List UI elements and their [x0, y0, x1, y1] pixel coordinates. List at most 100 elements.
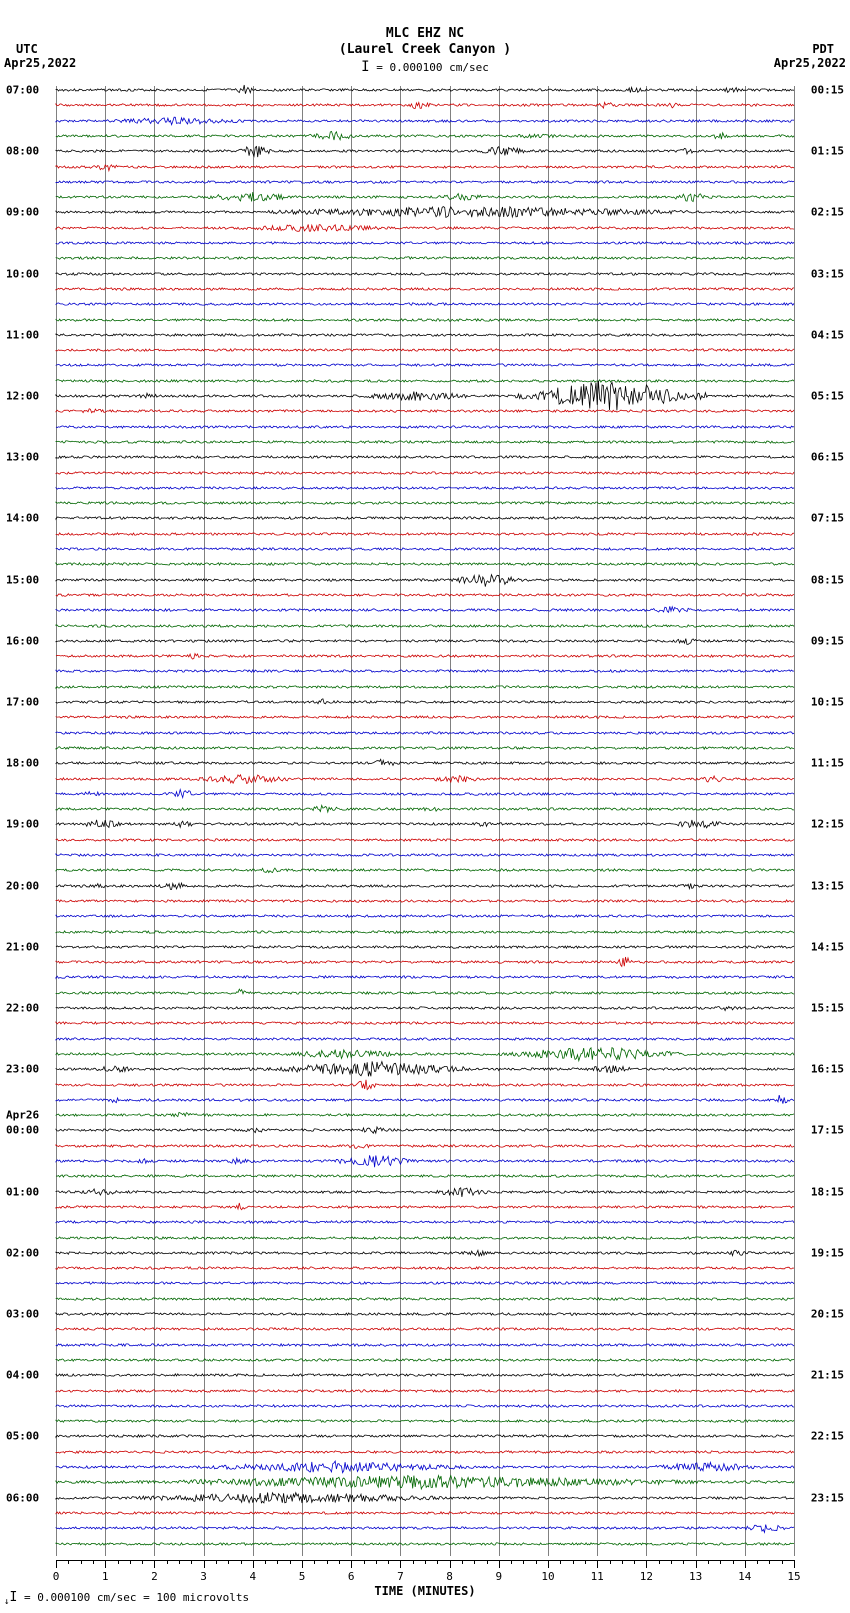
x-tick-minor: [733, 1560, 734, 1564]
time-label-pdt: 09:15: [811, 634, 844, 647]
time-label-pdt: 21:15: [811, 1369, 844, 1382]
x-tick-minor: [93, 1560, 94, 1564]
time-label-pdt: 13:15: [811, 879, 844, 892]
x-tick-label: 14: [738, 1570, 751, 1583]
time-label-utc: 19:00: [6, 818, 39, 831]
x-tick-minor: [536, 1560, 537, 1564]
x-tick-label: 10: [541, 1570, 554, 1583]
station-location: (Laurel Creek Canyon ): [0, 42, 850, 58]
time-label-utc: 04:00: [6, 1369, 39, 1382]
x-tick-minor: [671, 1560, 672, 1564]
x-tick-minor: [265, 1560, 266, 1564]
time-label-pdt: 14:15: [811, 940, 844, 953]
x-tick-minor: [376, 1560, 377, 1564]
time-label-utc: 05:00: [6, 1430, 39, 1443]
x-tick-minor: [413, 1560, 414, 1564]
time-label-utc: 00:00: [6, 1124, 39, 1137]
seismic-trace: [56, 1544, 794, 1545]
time-label-utc: 23:00: [6, 1063, 39, 1076]
time-label-pdt: 04:15: [811, 328, 844, 341]
x-tick-minor: [610, 1560, 611, 1564]
x-tick-minor: [437, 1560, 438, 1564]
x-tick-minor: [757, 1560, 758, 1564]
x-tick-minor: [167, 1560, 168, 1564]
time-label-pdt: 03:15: [811, 267, 844, 280]
time-label-pdt: 18:15: [811, 1185, 844, 1198]
time-label-utc: 10:00: [6, 267, 39, 280]
day-break-label: Apr26: [6, 1109, 39, 1122]
timezone-left: UTC: [16, 42, 38, 56]
time-label-pdt: 10:15: [811, 696, 844, 709]
time-label-pdt: 02:15: [811, 206, 844, 219]
time-label-utc: 16:00: [6, 634, 39, 647]
x-tick: [745, 1560, 746, 1568]
time-label-utc: 07:00: [6, 84, 39, 97]
x-tick-minor: [228, 1560, 229, 1564]
plot-area: [56, 86, 794, 1556]
time-label-pdt: 08:15: [811, 573, 844, 586]
time-label-utc: 12:00: [6, 390, 39, 403]
time-label-utc: 02:00: [6, 1246, 39, 1259]
grid-vertical: [794, 86, 795, 1556]
time-label-pdt: 00:15: [811, 84, 844, 97]
x-tick-minor: [634, 1560, 635, 1564]
x-tick: [351, 1560, 352, 1568]
x-tick-minor: [277, 1560, 278, 1564]
x-tick: [696, 1560, 697, 1568]
x-tick: [154, 1560, 155, 1568]
time-label-utc: 22:00: [6, 1002, 39, 1015]
x-tick-minor: [68, 1560, 69, 1564]
x-tick-minor: [364, 1560, 365, 1564]
x-tick: [105, 1560, 106, 1568]
x-tick: [597, 1560, 598, 1568]
x-tick: [56, 1560, 57, 1568]
x-tick-label: 13: [689, 1570, 702, 1583]
x-tick-label: 1: [102, 1570, 109, 1583]
x-tick-minor: [142, 1560, 143, 1564]
x-tick-minor: [241, 1560, 242, 1564]
x-tick-label: 12: [640, 1570, 653, 1583]
x-tick-minor: [782, 1560, 783, 1564]
date-right: Apr25,2022: [774, 56, 846, 70]
x-tick-label: 0: [53, 1570, 60, 1583]
x-tick-label: 8: [446, 1570, 453, 1583]
x-tick-minor: [179, 1560, 180, 1564]
x-tick: [499, 1560, 500, 1568]
x-tick: [302, 1560, 303, 1568]
x-tick: [794, 1560, 795, 1568]
x-tick-minor: [327, 1560, 328, 1564]
x-tick-minor: [585, 1560, 586, 1564]
x-tick-minor: [769, 1560, 770, 1564]
time-label-pdt: 06:15: [811, 451, 844, 464]
time-label-utc: 09:00: [6, 206, 39, 219]
x-tick-minor: [130, 1560, 131, 1564]
time-label-utc: 01:00: [6, 1185, 39, 1198]
x-tick: [253, 1560, 254, 1568]
time-label-utc: 18:00: [6, 757, 39, 770]
x-tick-minor: [487, 1560, 488, 1564]
time-label-utc: 20:00: [6, 879, 39, 892]
time-label-pdt: 15:15: [811, 1002, 844, 1015]
time-label-pdt: 16:15: [811, 1063, 844, 1076]
header: MLC EHZ NC (Laurel Creek Canyon ) I = 0.…: [0, 0, 850, 76]
time-label-utc: 17:00: [6, 696, 39, 709]
time-label-utc: 13:00: [6, 451, 39, 464]
time-label-utc: 21:00: [6, 940, 39, 953]
x-tick-minor: [560, 1560, 561, 1564]
x-tick-label: 4: [249, 1570, 256, 1583]
time-label-utc: 08:00: [6, 145, 39, 158]
x-tick-minor: [290, 1560, 291, 1564]
time-label-utc: 06:00: [6, 1491, 39, 1504]
x-tick-minor: [462, 1560, 463, 1564]
x-tick-label: 15: [787, 1570, 800, 1583]
time-label-pdt: 23:15: [811, 1491, 844, 1504]
x-tick: [400, 1560, 401, 1568]
time-label-utc: 14:00: [6, 512, 39, 525]
time-label-pdt: 17:15: [811, 1124, 844, 1137]
time-label-pdt: 22:15: [811, 1430, 844, 1443]
time-label-pdt: 07:15: [811, 512, 844, 525]
x-tick-minor: [216, 1560, 217, 1564]
time-label-pdt: 05:15: [811, 390, 844, 403]
time-label-pdt: 20:15: [811, 1308, 844, 1321]
x-tick-minor: [81, 1560, 82, 1564]
